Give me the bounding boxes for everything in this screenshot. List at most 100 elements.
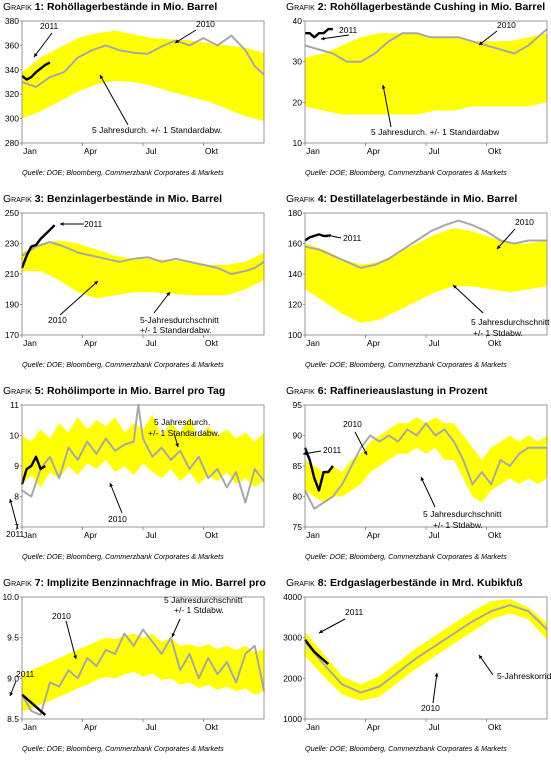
arrow-head: [9, 499, 13, 503]
x-tick-label: Okt: [205, 146, 219, 156]
x-tick-label: Jul: [146, 146, 157, 156]
x-tick-label: Apr: [367, 530, 380, 540]
series-line: [21, 404, 265, 504]
y-tick-label: 40: [293, 16, 303, 26]
chart-title: Grafik 5: Rohölimporte in Mio. Barrel pr…: [3, 385, 268, 397]
chart-title-text: Destillatelagerbestände in Mio. Barrel: [329, 193, 518, 205]
annotation-arrow: [432, 672, 438, 704]
chart-svg: 10 20 30 40 Jan Apr Jul Okt 2011 2010 5 Jahresdurc…: [293, 16, 548, 156]
annotation-label: 2010: [48, 315, 67, 325]
y-tick-label: 11: [10, 400, 19, 410]
y-tick-label: 1000: [283, 714, 302, 724]
arrow-head: [327, 233, 331, 238]
arrow-head: [497, 245, 501, 249]
arrow-head: [9, 692, 14, 696]
annotation-label: +/- 1 Standardabw.: [148, 428, 220, 438]
annotation-label: 2011: [40, 21, 59, 31]
x-tick-label: Jul: [429, 338, 440, 348]
y-tick-label: 3000: [283, 633, 302, 643]
annotation-label: 5 Jahresdurch. +/- 1 Standardabw.: [92, 125, 222, 135]
chart-number: 4:: [314, 193, 330, 205]
y-tick-label: 360: [5, 40, 19, 50]
chart-svg: 75 80 85 90 95 Jan Apr Jul Okt 2010 2011 5 Jahresdu…: [293, 400, 548, 540]
x-tick-label: Okt: [488, 338, 502, 348]
annotation-arrow: [320, 34, 350, 40]
arrow-head: [479, 655, 483, 659]
y-tick-label: 170: [5, 330, 19, 340]
arrow-head: [100, 75, 104, 79]
x-tick-label: Apr: [84, 722, 97, 732]
x-tick-label: Jan: [23, 146, 37, 156]
series-line: [304, 422, 547, 510]
x-tick-label: Jul: [429, 722, 440, 732]
annotation-arrow: [452, 284, 484, 314]
arrow-head: [321, 36, 325, 41]
chart-title-text: Rohöllagerbestände in Mio. Barrel: [46, 1, 218, 13]
chart-number: 3:: [31, 193, 47, 205]
y-tick-label: 4000: [283, 592, 302, 602]
chart-title: Grafik 1: Rohöllagerbestände in Mio. Bar…: [3, 1, 268, 13]
series-line: [304, 219, 547, 269]
y-tick-label: 90: [293, 431, 303, 441]
annotation-label: 5-Jahresdurchschnitt: [140, 315, 220, 325]
arrow-head: [109, 483, 114, 487]
annotation-label: 2011: [84, 219, 103, 229]
y-tick-label: 30: [293, 57, 303, 67]
annotation-label: +/- 1 Stdabw.: [473, 328, 523, 338]
arrow-head: [453, 285, 457, 289]
annotation-label: 2010: [421, 703, 440, 713]
x-tick-label: Okt: [488, 530, 502, 540]
y-tick-label: 210: [5, 269, 19, 279]
annotation-arrow: [33, 32, 53, 58]
chart-svg: 7 8 9 10 11 Jan Apr Jul Okt 5 Jahresdurch.+/- 1 S…: [6, 400, 265, 540]
y-tick-label: 190: [5, 300, 19, 310]
annotation-arrow: [109, 482, 123, 514]
arrow-head: [479, 41, 483, 45]
series-line: [21, 628, 265, 716]
chart-svg: 170 190 210 230 250 Jan Apr Jul Okt 2011 2010 5-Jah…: [5, 208, 265, 348]
series-line: [20, 455, 46, 485]
chart-label-prefix: Grafik: [286, 385, 315, 397]
annotation-label: 2010: [52, 611, 71, 621]
annotation-label: 5 Jahresdurch.: [154, 417, 210, 427]
series-line: [21, 693, 47, 716]
arrow-head: [175, 39, 179, 43]
chart-panel: Grafik 6: Raffinerieauslastung in Prozen…: [283, 384, 551, 575]
chart-source: Quelle: DOE; Bloomberg, Commerzbank Corp…: [305, 360, 507, 369]
y-tick-label: 280: [5, 138, 19, 148]
chart-label-prefix: Grafik: [286, 1, 315, 13]
y-tick-label: 380: [5, 16, 19, 26]
annotation-label: 5 Jahresdurchschnitt: [471, 317, 550, 327]
x-tick-label: Apr: [367, 146, 380, 156]
y-tick-label: 20: [293, 97, 303, 107]
annotation-label: 2010: [343, 419, 362, 429]
y-tick-label: 8: [14, 492, 19, 502]
chart-title: Grafik 2: Rohöllagerbestände Cushing in …: [286, 1, 551, 13]
annotation-label: 2010: [196, 19, 215, 29]
x-tick-label: Jan: [306, 722, 320, 732]
x-tick-label: Okt: [488, 146, 502, 156]
chart-panel: Grafik 3: Benzinlagerbestände in Mio. Ba…: [0, 192, 268, 383]
annotation-label: 2010: [515, 217, 534, 227]
chart-label-prefix: Grafik: [3, 193, 32, 205]
x-tick-label: Apr: [367, 722, 380, 732]
x-tick-label: Jan: [23, 338, 37, 348]
annotation-arrow: [478, 654, 494, 676]
x-tick-label: Jul: [429, 146, 440, 156]
x-tick-label: Apr: [84, 338, 97, 348]
x-tick-label: Okt: [488, 722, 502, 732]
y-tick-label: 300: [5, 114, 19, 124]
arrow-head: [363, 451, 368, 455]
chart-title: Grafik 8: Erdgaslagerbestände in Mrd. Ku…: [286, 577, 551, 589]
chart-number: 1:: [31, 1, 47, 13]
arrow-head: [420, 477, 425, 481]
band-area: [305, 33, 547, 115]
chart-label-prefix: Grafik: [3, 385, 32, 397]
chart-title: Grafik 6: Raffinerieauslastung in Prozen…: [286, 385, 551, 397]
x-tick-label: Jul: [146, 338, 157, 348]
chart-source: Quelle: DOE; Bloomberg, Commerzbank Corp…: [22, 360, 224, 369]
y-tick-label: 250: [5, 208, 19, 218]
chart-svg: 8.5 9.0 9.5 10.0 Jan Apr Jul Okt 5 Jahresdurchsc…: [2, 592, 265, 732]
chart-label-prefix: Grafik: [3, 1, 32, 13]
annotation-label: 5 Jahresdurch. +/- 1 Standardabw: [371, 127, 500, 137]
